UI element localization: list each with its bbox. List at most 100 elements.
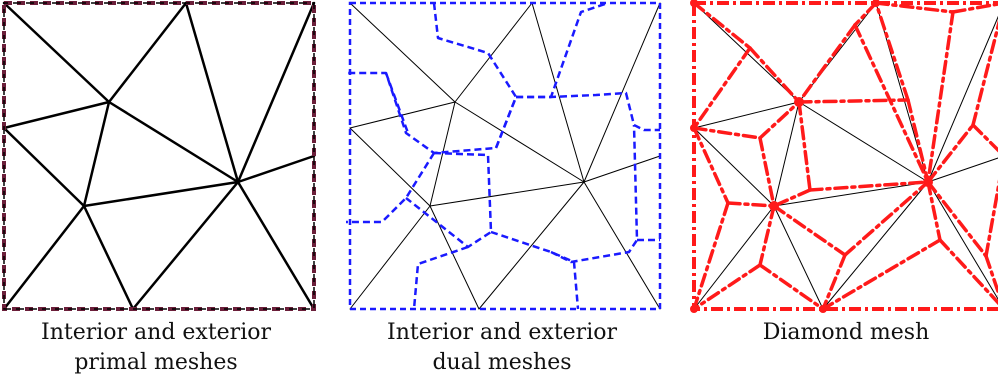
caption-primal-line-1: Interior and exterior (41, 320, 271, 345)
dual-edge (550, 124, 639, 264)
primal-edge (236, 1, 316, 184)
diamond-edge (692, 201, 730, 311)
dual-mesh-drawing (346, 1, 662, 311)
primal-edge-thin (349, 205, 431, 310)
boundary-vertex-dot (690, 305, 698, 313)
primal-edge-thin (454, 2, 533, 103)
diamond-edge (692, 126, 730, 205)
diamond-edge (797, 100, 812, 192)
diamond-edge (984, 254, 998, 297)
diamond-edge (797, 23, 857, 104)
primal-edge-thin (429, 181, 585, 207)
diamond-edge (926, 10, 955, 184)
dual-edge (405, 151, 493, 249)
primal-edge-thin (478, 181, 585, 310)
thin-primal-edges-diamond (693, 2, 998, 310)
primal-edge-thin (773, 101, 800, 207)
primal-edge (82, 100, 111, 208)
diamond-edge (906, 98, 930, 184)
primal-edge (82, 180, 240, 208)
dual-edge (348, 2, 518, 155)
exterior-boundary-inner (3, 2, 315, 310)
diamond-edge (808, 180, 930, 192)
primal-edge (236, 180, 316, 311)
primal-edge (236, 154, 316, 184)
primal-edge (131, 180, 240, 311)
diamond-edge (821, 253, 847, 311)
dual-edge (412, 245, 469, 310)
primal-edge-thin (773, 181, 929, 207)
diamond-edge (926, 180, 942, 242)
diamond-edge (692, 1, 752, 50)
primal-edge (2, 126, 86, 208)
primal-edge-thin (583, 2, 661, 183)
caption-dual: Interior and exterior dual meshes (346, 318, 658, 378)
diamond-vertex-dot (794, 97, 804, 107)
primal-edge (184, 1, 240, 184)
boundary-vertex-dot (872, 0, 880, 7)
primal-edge-thin (927, 157, 998, 183)
dual-edge (516, 91, 660, 132)
boundary-vertex-dot (819, 305, 827, 313)
primal-edge (82, 204, 135, 311)
primal-edge-thin (822, 181, 929, 310)
primal-edge-thin (773, 205, 824, 310)
caption-primal: Interior and exterior primal meshes (0, 318, 312, 378)
diamond-edge (772, 188, 812, 208)
primal-edge-thin (583, 181, 661, 310)
dual-edge (490, 230, 580, 310)
diamond-edge (853, 23, 930, 184)
diamond-edge (926, 123, 975, 184)
diamond-edge (853, 1, 878, 27)
caption-dual-line-1: Interior and exterior (387, 320, 617, 345)
primal-edge-thin (927, 181, 998, 300)
primal-edge (2, 204, 86, 311)
primal-mesh-edges (2, 1, 316, 311)
caption-diamond: Diamond mesh (690, 318, 998, 348)
diamond-edge (692, 263, 762, 311)
primal-edge-thin (349, 2, 456, 103)
primal-mesh-drawing (2, 1, 316, 311)
primal-edge-thin (531, 2, 585, 183)
primal-edge-thin (927, 15, 998, 183)
dual-edge (494, 1, 609, 149)
diamond-edge (926, 180, 988, 258)
panel-dual-meshes: Interior and exterior dual meshes (346, 0, 662, 387)
dual-edge (346, 152, 436, 224)
exterior-boundary-outer (2, 1, 316, 311)
primal-edge (2, 1, 111, 104)
diamond-edge (692, 126, 762, 140)
caption-primal-line-2: primal meshes (74, 350, 238, 375)
primal-edge-thin (798, 101, 929, 183)
diamond-edge (874, 1, 910, 102)
primal-edge-thin (454, 101, 585, 183)
diamond-edge (797, 98, 910, 104)
diamond-edge (748, 46, 801, 104)
panel-diamond-mesh: Diamond mesh (690, 0, 998, 387)
primal-edge-thin (693, 205, 775, 310)
diamond-edge (758, 263, 825, 311)
primal-edge-thin (429, 205, 480, 310)
diamond-edge (938, 238, 998, 306)
diamond-vertex-dot (923, 177, 933, 187)
dual-mesh-edges (346, 1, 660, 310)
diamond-edge (843, 180, 930, 257)
diamond-edge (971, 123, 998, 153)
primal-edge (107, 1, 188, 104)
caption-diamond-line-1: Diamond mesh (762, 320, 930, 345)
primal-edge-thin (693, 101, 800, 129)
diamond-edge (971, 19, 998, 127)
diamond-exterior-boundary (692, 1, 998, 311)
primal-edge-thin (583, 155, 661, 183)
diamond-mesh-edges (692, 1, 998, 311)
diamond-edge (821, 238, 942, 311)
boundary-vertex-dot (690, 0, 698, 7)
primal-edge-thin (429, 101, 456, 207)
panel-primal-meshes: Interior and exterior primal meshes (0, 0, 316, 387)
boundary-vertex-dot (690, 124, 698, 132)
diamond-edge (758, 100, 801, 140)
primal-edge-thin (349, 127, 431, 207)
diamond-edge (758, 204, 776, 267)
diamond-vertex-dot (769, 201, 779, 211)
